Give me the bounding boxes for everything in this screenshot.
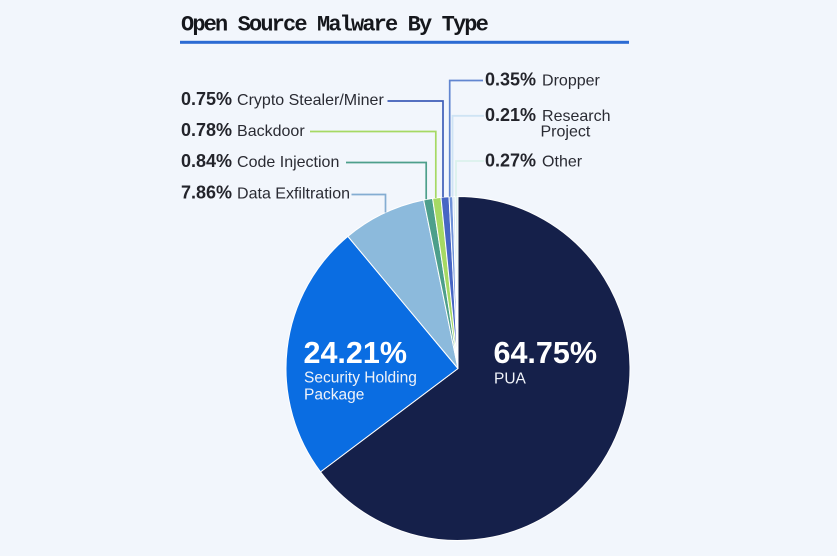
svg-text:Security Holding: Security Holding — [304, 370, 417, 387]
svg-text:24.21%: 24.21% — [304, 336, 407, 370]
svg-text:0.75%Crypto Stealer/Miner: 0.75% Crypto Stealer/Miner — [181, 89, 384, 109]
svg-text:Project: Project — [541, 124, 591, 141]
svg-text:0.27%Other: 0.27% Other — [485, 151, 583, 171]
svg-text:0.84%Code Injection: 0.84% Code Injection — [181, 151, 339, 171]
svg-text:0.21%Research: 0.21% Research — [485, 105, 611, 125]
svg-text:7.86%Data Exfiltration: 7.86% Data Exfiltration — [181, 183, 350, 203]
svg-text:0.35%Dropper: 0.35% Dropper — [485, 70, 601, 90]
svg-text:0.78%Backdoor: 0.78% Backdoor — [181, 120, 305, 140]
svg-text:Package: Package — [304, 387, 364, 404]
svg-text:PUA: PUA — [494, 370, 527, 387]
svg-text:Open Source Malware By Type: Open Source Malware By Type — [181, 13, 489, 38]
svg-text:64.75%: 64.75% — [494, 336, 597, 370]
